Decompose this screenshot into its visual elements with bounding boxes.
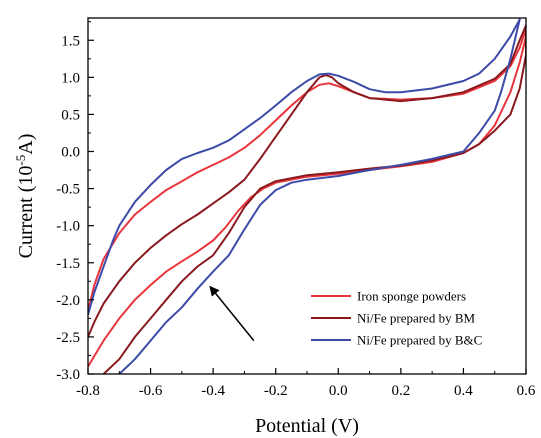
y-tick-label-5: -0.5	[56, 182, 80, 198]
x-axis: -0.8 -0.6 -0.4 -0.2 0.0 0.2 0.4 0.6	[76, 368, 536, 399]
legend-label-1: Iron sponge powders	[357, 289, 466, 304]
x-tick-label-7: 0.6	[517, 383, 536, 399]
legend: Iron sponge powders Ni/Fe prepared by BM N…	[311, 289, 482, 348]
x-tick-label-0: -0.8	[76, 383, 100, 399]
y-axis-label-main: Current (10	[15, 166, 37, 259]
y-axis-label-superscript: -5	[13, 155, 28, 166]
y-tick-label-8: 1.0	[61, 70, 80, 86]
x-tick-label-3: -0.2	[264, 383, 288, 399]
legend-label-3: Ni/Fe prepared by B&C	[357, 333, 482, 348]
x-tick-label-6: 0.4	[454, 383, 473, 399]
y-tick-label-9: 1.5	[61, 33, 80, 49]
x-tick-label-5: 0.2	[391, 383, 410, 399]
y-tick-label-3: -1.5	[56, 256, 80, 272]
y-tick-label-2: -2.0	[56, 293, 80, 309]
series-line-1	[88, 28, 526, 368]
annotation-arrow	[209, 285, 255, 342]
x-tick-label-4: 0.0	[329, 383, 348, 399]
x-axis-label: Potential (V)	[255, 415, 359, 437]
x-tick-label-1: -0.6	[139, 383, 163, 399]
y-tick-label-7: 0.5	[61, 107, 80, 123]
y-tick-label-4: -1.0	[56, 219, 80, 235]
series-line-3	[88, 18, 521, 374]
series-line-2	[88, 24, 526, 374]
y-tick-label-1: -2.5	[56, 330, 80, 346]
series-layer	[88, 18, 526, 374]
y-axis-label-unit: A)	[15, 134, 37, 155]
y-tick-label-0: -3.0	[56, 367, 80, 383]
legend-label-2: Ni/Fe prepared by BM	[357, 311, 476, 326]
y-axis-label: Current (10-5A)	[13, 134, 37, 259]
y-tick-label-6: 0.0	[61, 145, 80, 161]
y-axis: -3.0 -2.5 -2.0 -1.5 -1.0 -0.5 0.0 0.5 1.0 1.5	[56, 21, 94, 383]
x-tick-label-2: -0.4	[201, 383, 225, 399]
